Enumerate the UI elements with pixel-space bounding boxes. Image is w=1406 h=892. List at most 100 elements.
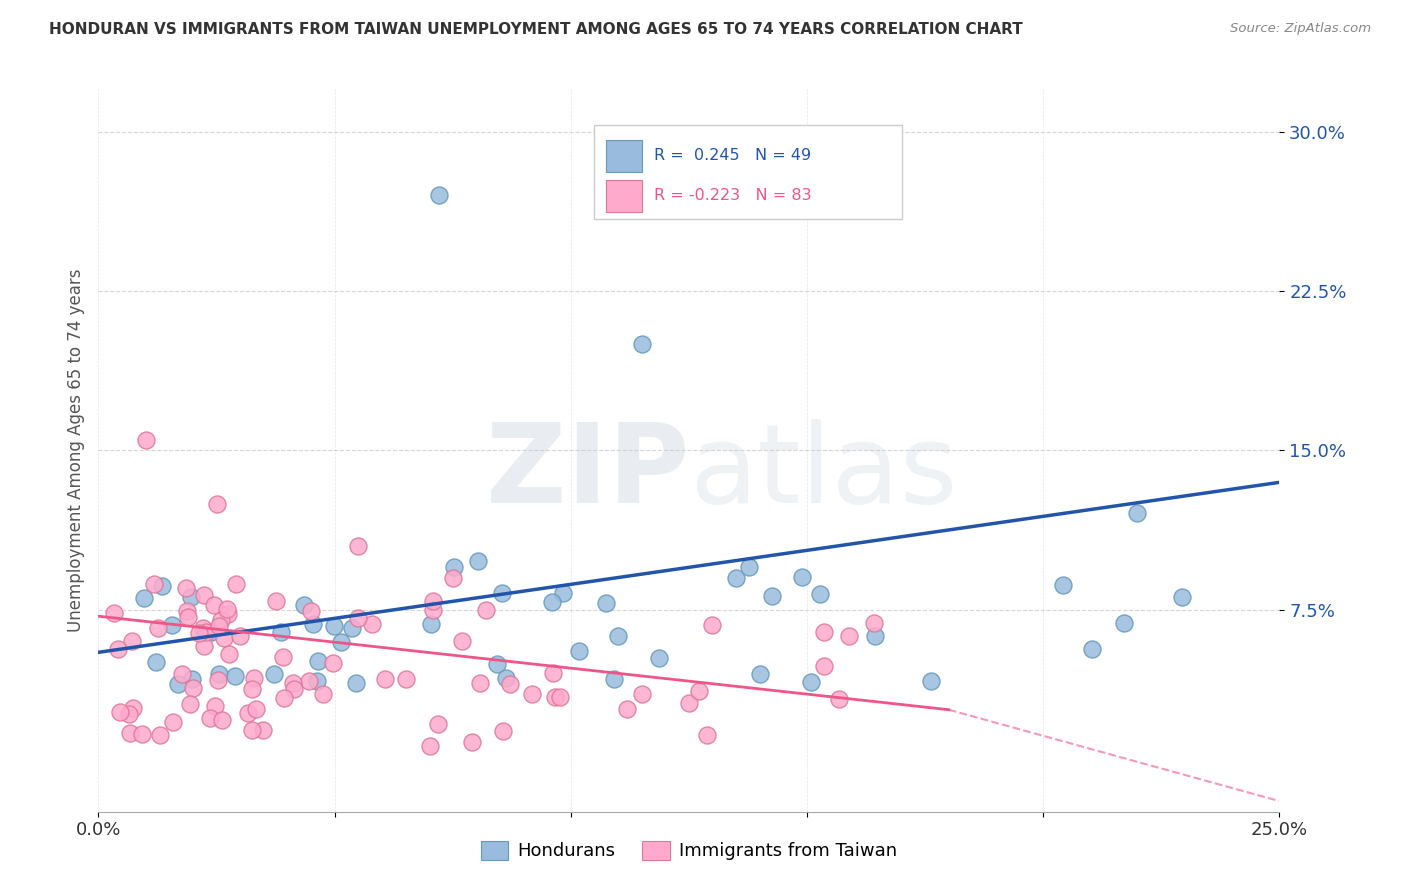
Point	[688, 684, 710, 698]
FancyBboxPatch shape	[606, 179, 641, 212]
Point	[243, 671, 266, 685]
Point	[263, 667, 285, 681]
Point	[271, 650, 294, 665]
Point	[630, 337, 652, 351]
Point	[441, 571, 464, 585]
Point	[543, 665, 565, 680]
Legend: Hondurans, Immigrants from Taiwan: Hondurans, Immigrants from Taiwan	[474, 834, 904, 868]
Point	[215, 601, 238, 615]
Point	[174, 581, 197, 595]
Point	[208, 667, 231, 681]
Point	[725, 571, 748, 585]
Text: R =  0.245   N = 49: R = 0.245 N = 49	[654, 148, 811, 163]
Point	[150, 578, 173, 592]
Point	[122, 701, 145, 715]
Point	[330, 635, 353, 649]
Point	[117, 706, 139, 721]
Point	[224, 669, 246, 683]
Point	[863, 616, 886, 631]
Point	[548, 690, 571, 704]
Point	[467, 554, 489, 568]
Point	[170, 667, 193, 681]
Point	[603, 672, 626, 686]
Point	[187, 626, 209, 640]
FancyBboxPatch shape	[595, 126, 901, 219]
Point	[312, 687, 335, 701]
Text: ZIP: ZIP	[485, 418, 689, 525]
Point	[520, 688, 543, 702]
Point	[240, 723, 263, 738]
Point	[208, 619, 231, 633]
Point	[606, 629, 628, 643]
Y-axis label: Unemployment Among Ages 65 to 74 years: Unemployment Among Ages 65 to 74 years	[66, 268, 84, 632]
Point	[225, 577, 247, 591]
Point	[148, 728, 170, 742]
Point	[205, 497, 228, 511]
FancyBboxPatch shape	[606, 140, 641, 172]
Point	[1114, 615, 1136, 630]
Point	[761, 589, 783, 603]
Point	[176, 604, 198, 618]
Point	[790, 570, 813, 584]
Point	[200, 624, 222, 639]
Point	[270, 625, 292, 640]
Text: R = -0.223   N = 83: R = -0.223 N = 83	[654, 188, 811, 202]
Point	[567, 643, 589, 657]
Point	[181, 672, 204, 686]
Point	[240, 682, 263, 697]
Point	[229, 629, 252, 643]
Point	[1052, 578, 1074, 592]
Point	[631, 687, 654, 701]
Point	[427, 188, 450, 202]
Point	[200, 711, 222, 725]
Point	[179, 698, 201, 712]
Point	[194, 624, 217, 639]
Point	[202, 598, 225, 612]
Point	[427, 717, 450, 731]
Point	[541, 595, 564, 609]
Point	[305, 673, 328, 688]
Point	[193, 639, 215, 653]
Point	[322, 657, 344, 671]
Point	[131, 727, 153, 741]
Point	[211, 713, 233, 727]
Point	[283, 675, 305, 690]
Point	[180, 591, 202, 605]
Point	[135, 433, 157, 447]
Point	[700, 618, 723, 632]
Point	[648, 651, 671, 665]
Point	[209, 613, 232, 627]
Point	[323, 618, 346, 632]
Point	[166, 676, 188, 690]
Point	[418, 739, 440, 753]
Point	[340, 622, 363, 636]
Point	[485, 657, 508, 671]
Point	[245, 701, 267, 715]
Point	[252, 723, 274, 737]
Point	[273, 691, 295, 706]
Text: Source: ZipAtlas.com: Source: ZipAtlas.com	[1230, 22, 1371, 36]
Point	[238, 706, 260, 720]
Point	[146, 621, 169, 635]
Point	[181, 681, 204, 695]
Point	[191, 622, 214, 636]
Point	[738, 560, 761, 574]
Point	[491, 585, 513, 599]
Point	[696, 728, 718, 742]
Point	[162, 714, 184, 729]
Point	[499, 677, 522, 691]
Point	[749, 667, 772, 681]
Point	[307, 654, 329, 668]
Point	[193, 588, 215, 602]
Point	[347, 611, 370, 625]
Point	[863, 629, 886, 643]
Point	[1126, 506, 1149, 520]
Point	[299, 604, 322, 618]
Point	[374, 673, 396, 687]
Point	[134, 591, 156, 605]
Point	[298, 674, 321, 689]
Point	[495, 671, 517, 685]
Point	[145, 655, 167, 669]
Point	[103, 606, 125, 620]
Point	[160, 618, 183, 632]
